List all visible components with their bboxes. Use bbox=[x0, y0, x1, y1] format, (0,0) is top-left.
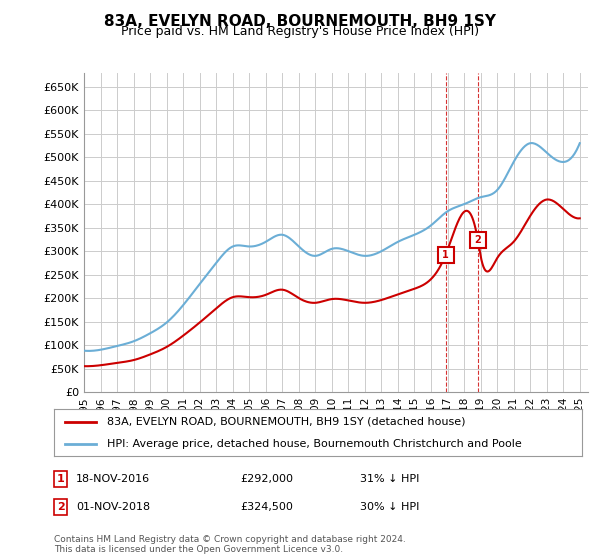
Text: 2: 2 bbox=[475, 235, 481, 245]
Text: 18-NOV-2016: 18-NOV-2016 bbox=[76, 474, 151, 484]
Text: 1: 1 bbox=[442, 250, 449, 260]
Text: 83A, EVELYN ROAD, BOURNEMOUTH, BH9 1SY: 83A, EVELYN ROAD, BOURNEMOUTH, BH9 1SY bbox=[104, 14, 496, 29]
Text: £292,000: £292,000 bbox=[240, 474, 293, 484]
Text: HPI: Average price, detached house, Bournemouth Christchurch and Poole: HPI: Average price, detached house, Bour… bbox=[107, 438, 521, 449]
Text: 83A, EVELYN ROAD, BOURNEMOUTH, BH9 1SY (detached house): 83A, EVELYN ROAD, BOURNEMOUTH, BH9 1SY (… bbox=[107, 417, 466, 427]
Text: 30% ↓ HPI: 30% ↓ HPI bbox=[360, 502, 419, 512]
Text: Price paid vs. HM Land Registry's House Price Index (HPI): Price paid vs. HM Land Registry's House … bbox=[121, 25, 479, 38]
Text: 2: 2 bbox=[57, 502, 64, 512]
Text: £324,500: £324,500 bbox=[240, 502, 293, 512]
Text: Contains HM Land Registry data © Crown copyright and database right 2024.
This d: Contains HM Land Registry data © Crown c… bbox=[54, 535, 406, 554]
Text: 01-NOV-2018: 01-NOV-2018 bbox=[76, 502, 151, 512]
Text: 1: 1 bbox=[57, 474, 64, 484]
Text: 31% ↓ HPI: 31% ↓ HPI bbox=[360, 474, 419, 484]
